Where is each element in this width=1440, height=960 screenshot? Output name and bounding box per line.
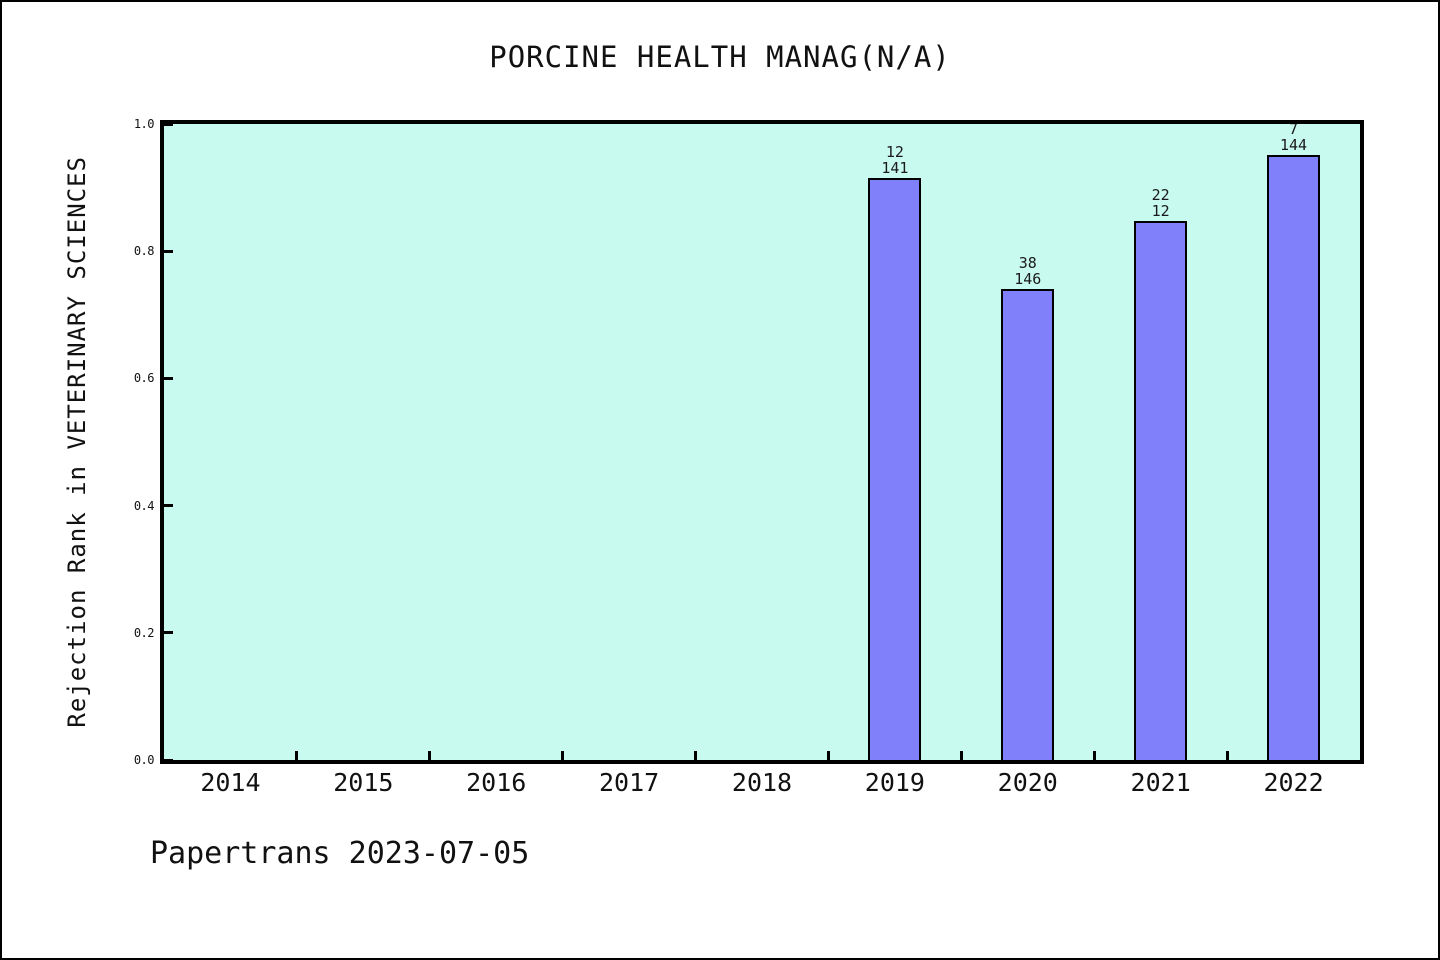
y-tick-mark xyxy=(164,124,173,126)
x-axis-label-2018: 2018 xyxy=(731,768,793,797)
x-tick-mark xyxy=(826,751,830,760)
x-axis-label-2014: 2014 xyxy=(200,768,261,797)
x-tick-mark xyxy=(959,751,963,760)
x-axis-label-2017: 2017 xyxy=(599,768,660,797)
bar-value-line: 12 xyxy=(885,143,904,162)
footer-watermark: Papertrans 2023-07-05 xyxy=(150,836,530,871)
bar-2019 xyxy=(868,178,922,760)
chart-title: PORCINE HEALTH MANAG(N/A) xyxy=(489,40,951,74)
x-tick-mark xyxy=(1092,751,1096,760)
x-tick-mark xyxy=(295,751,299,760)
bar-value-line: 141 xyxy=(881,159,909,178)
y-tick-label: 0.4 xyxy=(133,498,155,513)
bar-value-line: 22 xyxy=(1151,185,1170,204)
bar-value-line: 12 xyxy=(1151,201,1170,220)
y-tick-mark xyxy=(164,249,173,253)
y-tick-label: 0.0 xyxy=(133,753,155,767)
y-tick-mark xyxy=(164,758,173,760)
bar-value-line: 144 xyxy=(1280,136,1308,155)
bar-value-line: 7 xyxy=(1289,120,1299,139)
x-tick-mark xyxy=(694,751,698,760)
bar-2022 xyxy=(1267,155,1321,760)
bar-value-label-2022: 7 144 xyxy=(1234,120,1354,155)
x-tick-mark xyxy=(561,751,565,760)
x-tick-mark xyxy=(428,751,432,760)
y-tick-label: 0.6 xyxy=(133,371,155,386)
y-tick-label: 0.8 xyxy=(133,244,155,259)
y-tick-mark xyxy=(164,376,173,380)
bar-value-label-2020: 38 146 xyxy=(968,255,1088,287)
x-axis-label-2021: 2021 xyxy=(1130,768,1191,797)
bar-value-label-2019: 12 141 xyxy=(835,144,955,176)
bar-value-line: 146 xyxy=(1014,270,1042,289)
x-axis-label-2020: 2020 xyxy=(997,768,1058,797)
y-tick-label: 0.2 xyxy=(133,625,155,640)
y-axis-title-wrap: Rejection Rank in VETERINARY SCIENCES xyxy=(56,120,98,764)
x-axis-label-2015: 2015 xyxy=(333,768,394,797)
plot-area: 12 141 38 146 22 12 7 144 xyxy=(160,120,1364,764)
x-tick-mark xyxy=(1225,751,1229,760)
bar-2020 xyxy=(1001,289,1055,760)
y-tick-mark xyxy=(164,504,173,508)
x-axis-label-2022: 2022 xyxy=(1263,768,1324,797)
y-axis-title: Rejection Rank in VETERINARY SCIENCES xyxy=(63,156,91,728)
x-axis-label-2016: 2016 xyxy=(466,768,527,797)
y-tick-mark xyxy=(164,631,173,635)
bar-2021 xyxy=(1134,220,1188,760)
bar-value-line: 38 xyxy=(1018,254,1037,273)
bar-value-label-2021: 22 12 xyxy=(1101,187,1221,219)
y-tick-label: 1.0 xyxy=(133,117,155,131)
x-axis-label-2019: 2019 xyxy=(864,768,925,797)
